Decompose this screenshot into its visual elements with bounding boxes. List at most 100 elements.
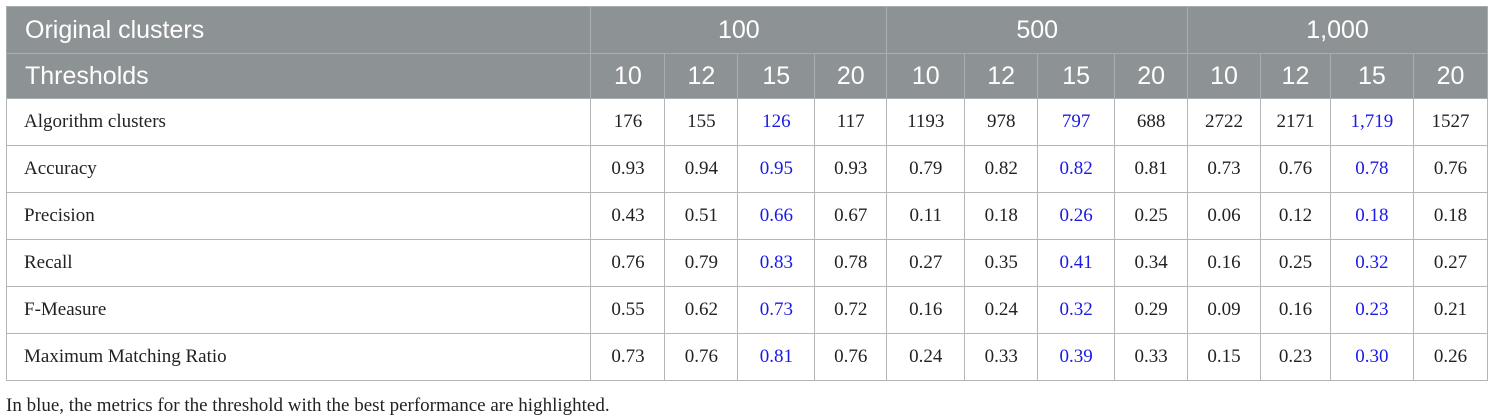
table-cell: 155 [664,98,739,146]
table-cell-best: 0.39 [1037,333,1116,381]
threshold-header: 15 [1329,53,1414,99]
row-label: F-Measure [5,286,592,334]
threshold-header: 12 [964,53,1039,99]
table-cell: 688 [1114,98,1189,146]
table-cell: 0.12 [1260,192,1331,240]
table-cell: 0.24 [964,286,1039,334]
table-cell: 176 [590,98,666,146]
table-cell: 978 [964,98,1039,146]
threshold-header: 10 [1187,53,1262,99]
table-cell: 0.29 [1114,286,1189,334]
threshold-header: 12 [1260,53,1331,99]
table-cell: 0.16 [886,286,966,334]
table-row: Recall 0.76 0.79 0.83 0.78 0.27 0.35 0.4… [5,239,1489,287]
header-thresholds: Thresholds [5,53,592,99]
table-cell: 0.35 [964,239,1039,287]
table-cell: 0.16 [1187,239,1262,287]
table-cell-best: 0.32 [1329,239,1414,287]
table-cell: 0.81 [1114,145,1189,193]
threshold-header: 12 [664,53,739,99]
table-row: Maximum Matching Ratio 0.73 0.76 0.81 0.… [5,333,1489,381]
table-cell: 0.09 [1187,286,1262,334]
threshold-header: 10 [886,53,966,99]
header-row-groups: Original clusters 100 500 1,000 [5,6,1488,54]
table-cell: 0.27 [886,239,966,287]
row-label: Maximum Matching Ratio [5,333,592,381]
table-cell: 0.76 [1412,145,1489,193]
table-cell: 0.23 [1260,333,1331,381]
table-cell-best: 0.26 [1037,192,1116,240]
table-cell-best: 0.95 [737,145,816,193]
table-cell-best: 0.66 [737,192,816,240]
table-cell: 0.73 [590,333,666,381]
table-cell-best: 0.18 [1329,192,1414,240]
threshold-header: 10 [590,53,666,99]
table-cell: 0.25 [1260,239,1331,287]
threshold-header: 15 [737,53,816,99]
header-group-500: 500 [886,6,1189,54]
header-group-100: 100 [590,6,888,54]
header-row-thresholds: Thresholds 10 12 15 20 10 12 15 20 10 12… [5,53,1489,99]
table-cell: 0.93 [590,145,666,193]
header-group-1000: 1,000 [1187,6,1488,54]
table-cell: 0.18 [1412,192,1489,240]
table-cell: 0.79 [664,239,739,287]
table-cell: 0.27 [1412,239,1489,287]
table-cell: 0.55 [590,286,666,334]
table-cell: 0.76 [664,333,739,381]
table-cell: 0.79 [886,145,966,193]
threshold-header: 20 [1412,53,1489,99]
table-cell: 2171 [1260,98,1331,146]
row-label: Algorithm clusters [5,98,592,146]
results-table: Original clusters 100 500 1,000 Threshol… [5,6,1489,381]
table-cell-best: 126 [737,98,816,146]
table-cell-best: 0.30 [1329,333,1414,381]
row-label: Accuracy [5,145,592,193]
table-cell-best: 1,719 [1329,98,1414,146]
table-cell-best: 0.82 [1037,145,1116,193]
table-cell: 0.51 [664,192,739,240]
table-cell-best: 0.81 [737,333,816,381]
table-cell: 2722 [1187,98,1262,146]
table-row: F-Measure 0.55 0.62 0.73 0.72 0.16 0.24 … [5,286,1489,334]
table-cell: 0.33 [1114,333,1189,381]
threshold-header: 15 [1037,53,1116,99]
table-cell: 0.78 [814,239,888,287]
table-row: Algorithm clusters 176 155 126 117 1193 … [5,98,1489,146]
table-cell-best: 0.41 [1037,239,1116,287]
table-cell: 0.43 [590,192,666,240]
table-cell-best: 0.32 [1037,286,1116,334]
table-cell: 0.67 [814,192,888,240]
table-cell-best: 0.78 [1329,145,1414,193]
table-footnote: In blue, the metrics for the threshold w… [6,395,610,416]
table-cell: 0.34 [1114,239,1189,287]
table-cell: 117 [814,98,888,146]
table-cell: 0.11 [886,192,966,240]
row-label: Recall [5,239,592,287]
table-cell: 0.18 [964,192,1039,240]
table-cell: 0.16 [1260,286,1331,334]
table-cell: 0.21 [1412,286,1489,334]
row-label: Precision [5,192,592,240]
table-cell: 0.76 [590,239,666,287]
table-cell: 0.82 [964,145,1039,193]
threshold-header: 20 [1114,53,1189,99]
table-cell: 0.62 [664,286,739,334]
table-cell: 1193 [886,98,966,146]
header-original-clusters: Original clusters [5,6,592,54]
table-cell: 0.33 [964,333,1039,381]
table-cell: 0.73 [1187,145,1262,193]
table-cell: 0.24 [886,333,966,381]
table-cell: 0.26 [1412,333,1489,381]
table-cell: 0.25 [1114,192,1189,240]
table-row: Accuracy 0.93 0.94 0.95 0.93 0.79 0.82 0… [5,145,1489,193]
table-cell-best: 0.23 [1329,286,1414,334]
table-row: Precision 0.43 0.51 0.66 0.67 0.11 0.18 … [5,192,1489,240]
threshold-header: 20 [814,53,888,99]
table-cell: 0.93 [814,145,888,193]
table-cell-best: 797 [1037,98,1116,146]
table-cell: 0.94 [664,145,739,193]
table-cell: 0.15 [1187,333,1262,381]
table-cell: 0.76 [1260,145,1331,193]
table-cell: 0.76 [814,333,888,381]
